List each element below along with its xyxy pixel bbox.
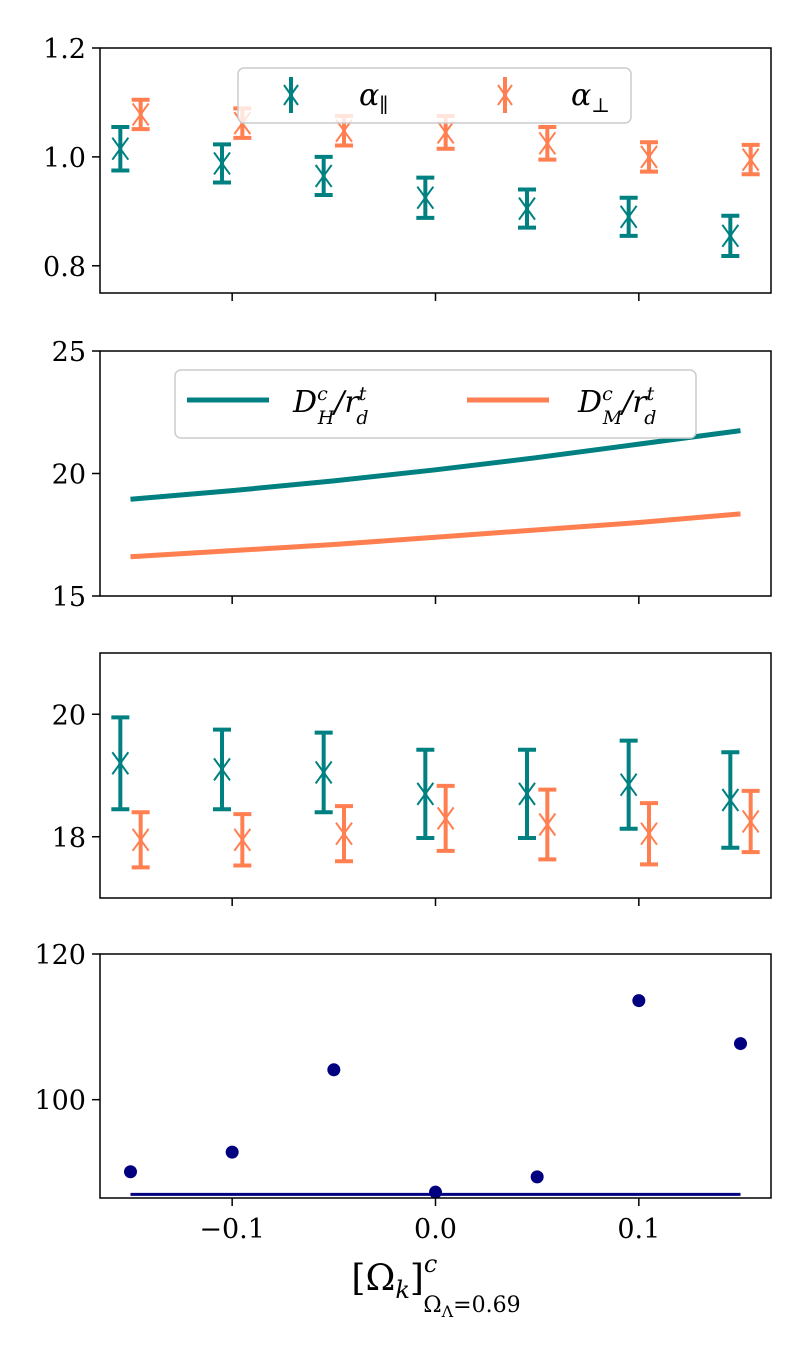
x-marker [538, 812, 557, 837]
errorbar-point [111, 124, 130, 173]
data-point [530, 1170, 544, 1184]
series-line-D_M^c/r_d^t [130, 511, 741, 560]
errorbar-point [538, 124, 557, 162]
y-tick-label: 1.0 [43, 143, 86, 174]
x-axis-label: [Ωk]c ΩΛ=0.69 [351, 1250, 520, 1321]
y-tick-label: 100 [34, 1086, 86, 1117]
legend-marker-icon [283, 84, 299, 106]
x-marker [111, 751, 130, 775]
x-marker [314, 164, 333, 188]
legend: Dc H/rt d Dc M/rt d [174, 369, 697, 439]
errorbar-point [213, 727, 231, 812]
errorbar-point [111, 715, 130, 812]
axes-frame [99, 953, 772, 1199]
errorbar-point [233, 812, 252, 868]
x-marker [721, 788, 740, 812]
x-tick-label: 0.1 [617, 1214, 660, 1245]
x-marker [619, 205, 638, 229]
panel-chi2: 100 120 [34, 940, 772, 1206]
errorbar-point [619, 195, 638, 238]
errorbar-point [131, 810, 150, 870]
errorbar-point [538, 787, 557, 862]
y-tick-label: 25 [52, 337, 86, 368]
x-marker [416, 782, 435, 806]
errorbar-point [436, 783, 455, 853]
data-point [327, 1063, 341, 1077]
x-axis-tick-labels: −0.1 0.0 0.1 [199, 1214, 660, 1245]
errorbar-point [314, 154, 333, 197]
x-marker [640, 145, 658, 169]
y-tick-label: 15 [52, 582, 86, 613]
data-point [429, 1185, 442, 1199]
errorbar-point [741, 788, 760, 855]
errorbar-point [741, 142, 760, 177]
errorbar-point [131, 97, 150, 132]
x-marker [721, 224, 740, 248]
errorbar-point [416, 175, 435, 220]
x-marker [538, 131, 557, 155]
data-point [225, 1145, 239, 1159]
y-tick-label: 20 [52, 460, 86, 491]
y-tick-label: 1.2 [43, 34, 86, 65]
data-point [632, 994, 646, 1008]
panel-alpha: 0.8 1.0 1.2 α∥ α⊥ [43, 34, 772, 301]
x-marker [518, 197, 536, 221]
legend-box [237, 67, 632, 124]
legend-box [174, 369, 697, 439]
y-tick-label: 0.8 [43, 252, 86, 283]
errorbar-point [721, 750, 740, 850]
errorbar-point [416, 747, 435, 840]
x-marker [213, 151, 231, 176]
errorbar-point [721, 213, 740, 258]
data-point [734, 1037, 747, 1051]
errorbar-point [335, 804, 353, 864]
x-marker [314, 760, 333, 785]
errorbar-point [619, 738, 638, 831]
errorbar-point [518, 187, 536, 230]
axes-frame [99, 652, 772, 899]
errorbar-point [314, 730, 333, 815]
errorbar-point [640, 801, 658, 867]
legend-label: Dc M/rt d [577, 383, 656, 429]
x-marker [518, 782, 536, 806]
data-point [124, 1165, 137, 1179]
x-marker [436, 806, 455, 830]
legend-label: Dc H/rt d [292, 383, 369, 429]
x-marker [233, 828, 252, 852]
axes-frame [99, 350, 772, 597]
legend-marker-icon [497, 84, 513, 106]
x-marker [640, 822, 658, 846]
errorbar-point [518, 747, 536, 840]
x-marker [741, 809, 760, 834]
y-tick-label: 120 [34, 940, 86, 971]
x-marker [416, 186, 435, 210]
x-marker [213, 757, 231, 781]
legend: α∥ α⊥ [237, 67, 632, 124]
x-marker [131, 102, 150, 127]
x-marker [335, 822, 353, 846]
series-line-D_H^c/r_d^t [130, 428, 741, 502]
errorbar-point [213, 142, 231, 185]
errorbar-point [640, 140, 658, 174]
axes-frame [99, 47, 772, 294]
y-tick-label: 20 [52, 700, 86, 731]
y-tick-label: 18 [52, 823, 86, 854]
x-tick-label: 0.0 [414, 1214, 457, 1245]
legend-label: α⊥ [571, 78, 610, 117]
x-tick-label: −0.1 [199, 1214, 265, 1245]
x-marker [111, 137, 130, 161]
x-marker [436, 120, 455, 144]
x-marker [741, 148, 760, 172]
x-marker [131, 828, 150, 852]
legend-label: α∥ [359, 78, 389, 117]
x-marker [619, 773, 638, 797]
panel-distances: 15 20 25 Dc H/rt d Dc M/rt d [52, 337, 772, 613]
